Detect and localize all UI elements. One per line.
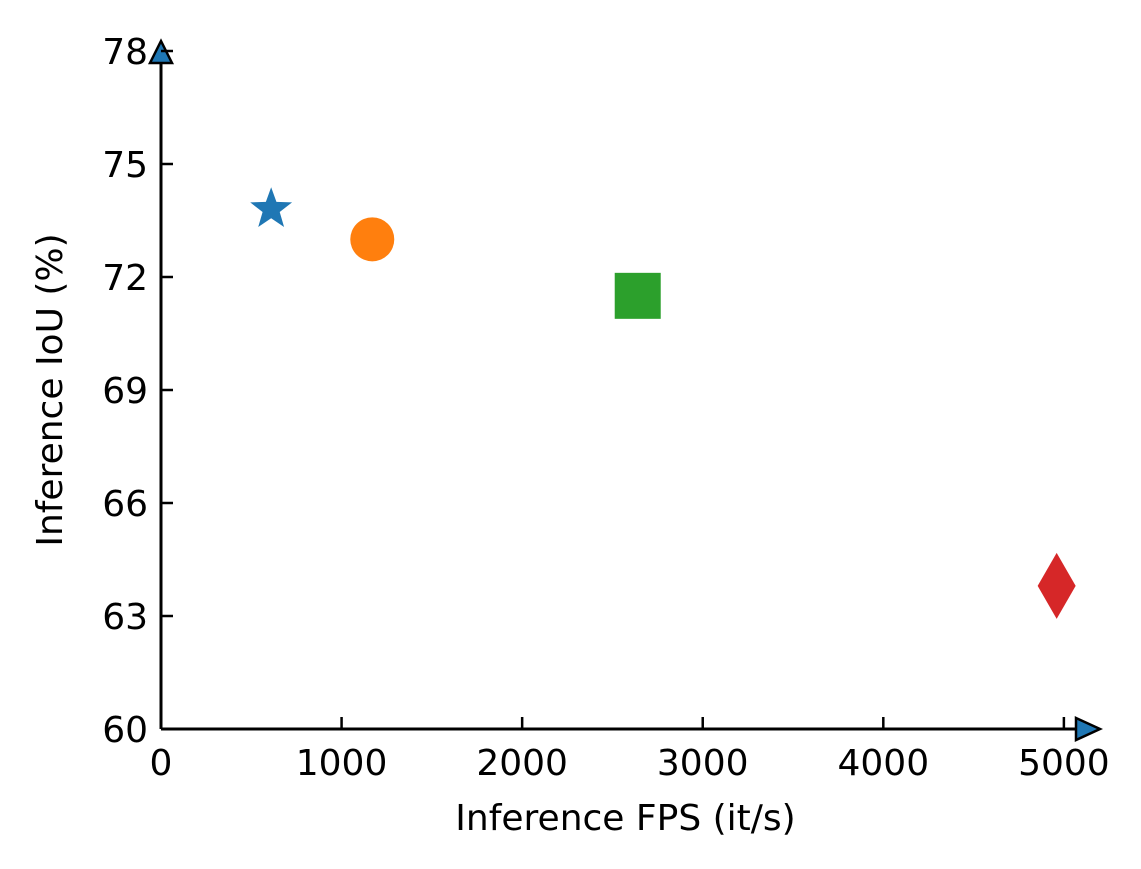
y-tick-label: 63 — [102, 597, 148, 638]
y-tick-label: 66 — [102, 484, 148, 525]
x-axis-title: Inference FPS (it/s) — [455, 798, 795, 839]
circle-marker — [350, 217, 395, 262]
x-tick-label: 1000 — [296, 743, 388, 784]
y-axis-title: Inference IoU (%) — [30, 233, 71, 546]
x-tick-label: 3000 — [657, 743, 749, 784]
diamond-marker — [1037, 552, 1076, 619]
axes — [147, 38, 1104, 742]
y-ticks: 60 63 66 69 72 75 78 — [102, 32, 173, 751]
x-axis-arrow-icon — [1074, 716, 1104, 742]
y-tick-label: 78 — [102, 32, 148, 73]
x-tick-label: 0 — [150, 743, 173, 784]
y-tick-label: 60 — [102, 710, 148, 751]
y-tick-label: 69 — [102, 371, 148, 412]
x-tick-label: 5000 — [1018, 743, 1110, 784]
x-tick-label: 2000 — [476, 743, 568, 784]
x-tick-label: 4000 — [837, 743, 929, 784]
data-points — [250, 187, 1076, 619]
x-ticks: 0 1000 2000 3000 4000 5000 — [150, 717, 1110, 784]
star-marker — [250, 187, 293, 227]
square-marker — [614, 272, 661, 319]
y-tick-label: 75 — [102, 145, 148, 186]
y-tick-label: 72 — [102, 258, 148, 299]
